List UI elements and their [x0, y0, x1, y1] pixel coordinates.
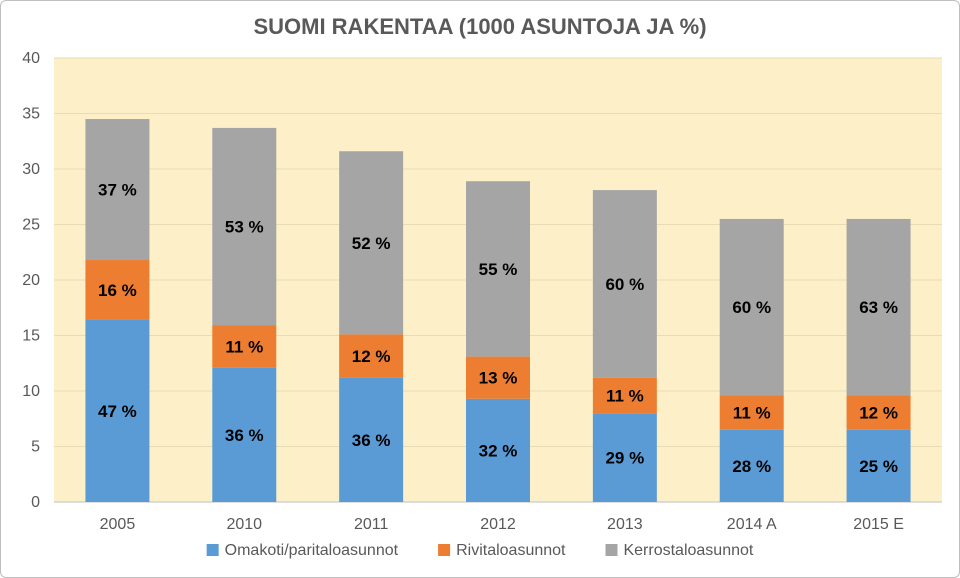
bars	[85, 119, 911, 502]
x-tick-label: 2010	[226, 516, 262, 533]
legend-item: Kerrostaloasunnot	[605, 542, 754, 559]
bar-segment	[212, 367, 277, 502]
legend-label: Omakoti/paritaloasunnot	[225, 542, 399, 559]
segment-label: 11 %	[733, 404, 771, 423]
bar-segment	[212, 127, 277, 326]
x-tick-label: 2012	[480, 516, 516, 533]
legend-item: Omakoti/paritaloasunnot	[206, 542, 399, 559]
bar-segment	[85, 260, 150, 320]
y-tick-label: 35	[22, 106, 40, 123]
x-tick-label: 2013	[607, 516, 643, 533]
bar-segment	[339, 377, 404, 502]
segment-label: 47 %	[98, 402, 137, 421]
segment-label: 63 %	[859, 298, 898, 317]
segment-label: 12 %	[352, 347, 391, 366]
bar-segment	[719, 429, 784, 502]
segment-label: 29 %	[605, 449, 644, 468]
y-axis: 0 5 10 15 20 25 30 35 40	[22, 50, 942, 511]
legend-item: Rivitaloasunnot	[438, 542, 566, 559]
segment-label: 36 %	[352, 431, 391, 450]
segment-labels: 47 % 16 % 37 % 36 % 11 % 53 % 36 % 12 % 52 % 32 %…	[98, 181, 898, 476]
segment-label: 11 %	[606, 386, 644, 405]
segment-label: 32 %	[479, 441, 518, 460]
bar-segment	[846, 395, 911, 430]
x-tick-label: 2005	[100, 516, 136, 533]
bar-segment	[592, 190, 657, 378]
x-tick-label: 2011	[354, 516, 389, 533]
bar-segment	[719, 395, 784, 430]
x-tick-label: 2015 E	[853, 516, 904, 533]
segment-label: 52 %	[352, 234, 391, 253]
bar-segment	[846, 218, 911, 396]
legend-swatch	[206, 544, 219, 556]
y-tick-label: 25	[22, 217, 40, 234]
bar-segment	[466, 181, 530, 357]
bar-segment	[85, 119, 150, 261]
y-tick-label: 0	[31, 494, 40, 511]
y-tick-label: 15	[22, 328, 40, 345]
segment-label: 53 %	[225, 218, 264, 237]
bar-segment	[846, 429, 911, 502]
bar-segment	[719, 218, 784, 396]
segment-label: 60 %	[605, 275, 644, 294]
legend: Omakoti/paritaloasunnot Rivitaloasunnot Ke…	[206, 542, 754, 559]
bar-segment	[339, 334, 404, 378]
segment-label: 36 %	[225, 426, 264, 445]
bar-segment	[466, 398, 530, 502]
bar-segment	[85, 319, 150, 502]
segment-label: 25 %	[859, 457, 898, 476]
legend-label: Rivitaloasunnot	[456, 542, 566, 559]
x-axis: 2005 2010 2011 2012 2013 2014 A 2015 E	[100, 516, 904, 533]
segment-label: 13 %	[479, 369, 518, 388]
y-tick-label: 20	[22, 272, 40, 289]
bar-segment	[212, 325, 277, 368]
y-tick-label: 30	[22, 161, 40, 178]
bar-segment	[592, 413, 657, 502]
bar-segment	[339, 151, 404, 335]
legend-swatch	[605, 544, 618, 556]
chart-title: SUOMI RAKENTAA (1000 ASUNTOJA JA %)	[253, 14, 706, 39]
y-tick-label: 10	[22, 383, 40, 400]
legend-swatch	[438, 544, 451, 556]
legend-label: Kerrostaloasunnot	[623, 542, 753, 559]
bar-segment	[592, 377, 657, 414]
segment-label: 37 %	[98, 181, 137, 200]
segment-label: 16 %	[98, 281, 137, 300]
segment-label: 28 %	[732, 457, 771, 476]
segment-label: 11 %	[225, 338, 263, 357]
y-tick-label: 40	[22, 50, 40, 67]
y-tick-label: 5	[31, 439, 40, 456]
bar-segment	[466, 356, 530, 399]
x-tick-label: 2014 A	[727, 516, 777, 533]
segment-label: 60 %	[732, 298, 771, 317]
segment-label: 55 %	[479, 260, 518, 279]
segment-label: 12 %	[859, 404, 898, 423]
